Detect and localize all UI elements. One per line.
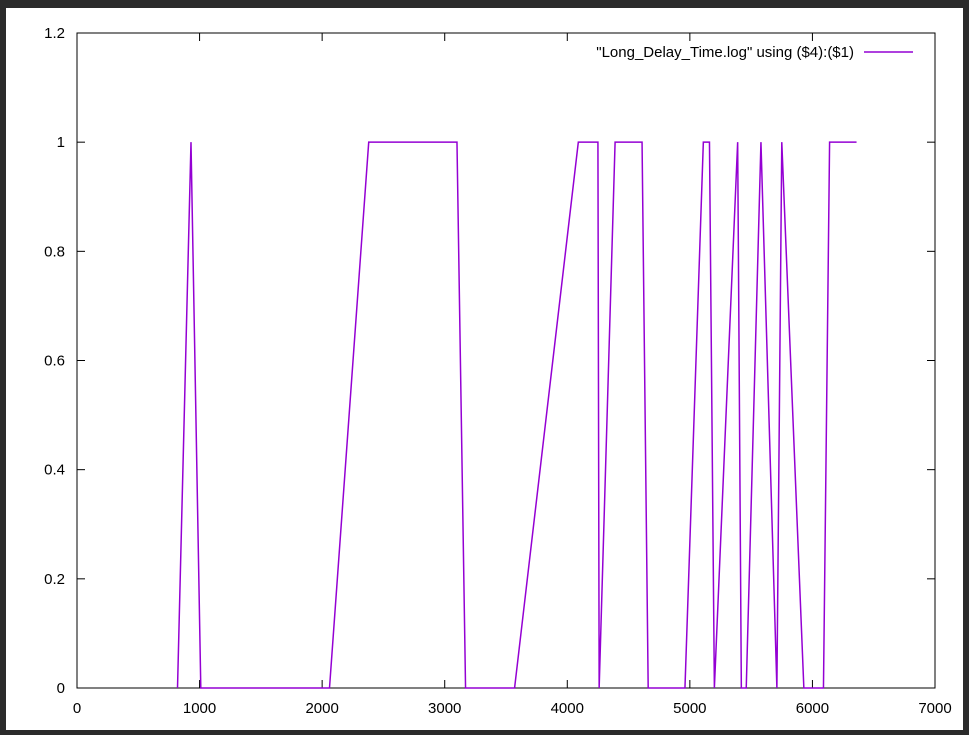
x-tick-label: 4000 bbox=[551, 700, 584, 717]
x-tick-label: 3000 bbox=[428, 700, 461, 717]
plot-border bbox=[76, 32, 936, 689]
y-tick-label: 0.4 bbox=[44, 462, 65, 479]
y-tick-label: 0.8 bbox=[44, 243, 65, 260]
x-tick-label: 7000 bbox=[918, 700, 951, 717]
x-tick-label: 6000 bbox=[796, 700, 829, 717]
line-chart: 0 1000 2000 3000 4000 5000 6000 7000 0 0.2 0.4 0.6 0… bbox=[44, 25, 952, 717]
y-tick-label: 1 bbox=[57, 134, 65, 151]
legend-label: "Long_Delay_Time.log" using ($4):($1) bbox=[596, 44, 854, 61]
x-tick-label: 0 bbox=[73, 700, 81, 717]
plot-area: 0 1000 2000 3000 4000 5000 6000 7000 0 0.2 0.4 0.6 0… bbox=[6, 8, 963, 730]
x-tick-label: 1000 bbox=[183, 700, 216, 717]
y-tick-label: 0.2 bbox=[44, 571, 65, 588]
y-tick-label: 0 bbox=[57, 680, 65, 697]
x-tick-label: 5000 bbox=[673, 700, 706, 717]
x-tick-label: 2000 bbox=[305, 700, 338, 717]
series-line bbox=[176, 141, 857, 689]
y-tick-label: 0.6 bbox=[44, 353, 65, 370]
y-tick-label: 1.2 bbox=[44, 25, 65, 42]
